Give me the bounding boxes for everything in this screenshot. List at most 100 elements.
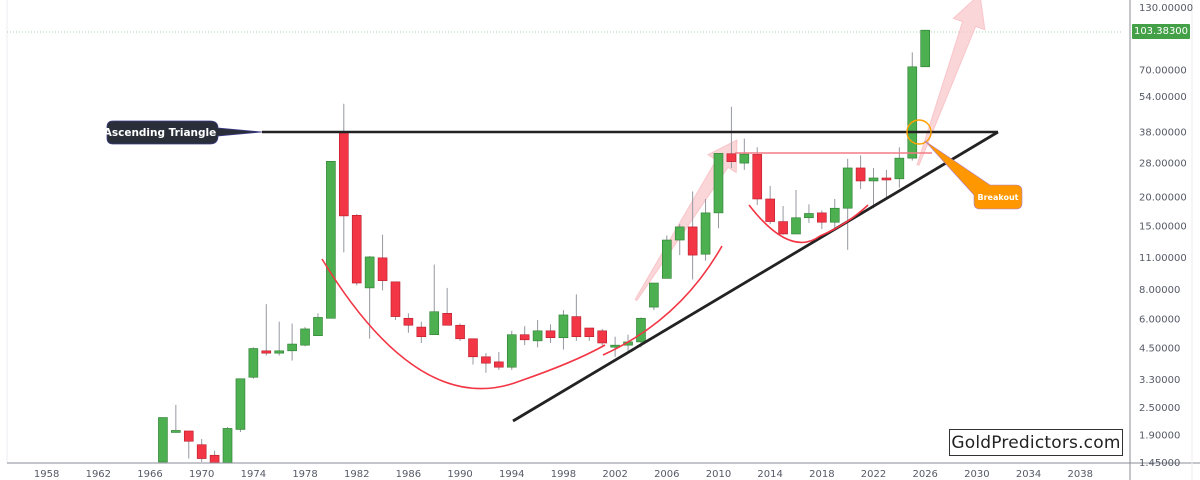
candle-1986 bbox=[403, 313, 414, 333]
x-tick-label: 2034 bbox=[1016, 469, 1041, 480]
candle-body bbox=[429, 311, 440, 336]
y-tick-label: 4.50000 bbox=[1139, 343, 1180, 354]
candle-body bbox=[300, 328, 310, 346]
candle-2001 bbox=[597, 328, 608, 346]
candle-2006 bbox=[661, 235, 672, 279]
candle-1992 bbox=[481, 353, 491, 373]
candle-body bbox=[687, 226, 698, 256]
y-tick-label: 3.30000 bbox=[1139, 375, 1180, 386]
candle-body bbox=[817, 212, 827, 223]
candle-1987 bbox=[416, 321, 427, 343]
x-tick-label: 2006 bbox=[654, 469, 679, 480]
candle-body bbox=[183, 430, 194, 442]
y-tick-label: 6.00000 bbox=[1139, 314, 1180, 325]
cup-curve-1 bbox=[321, 258, 606, 390]
candle-body bbox=[532, 330, 543, 342]
candle-2019 bbox=[829, 198, 840, 231]
candle-1978 bbox=[300, 327, 310, 347]
candle-1970 bbox=[196, 438, 207, 462]
candle-1985 bbox=[390, 281, 401, 320]
candle-1988 bbox=[429, 264, 440, 336]
candle-body bbox=[571, 316, 582, 338]
y-tick-label: 70.00000 bbox=[1139, 66, 1187, 77]
y-tick-label: 8.00000 bbox=[1139, 285, 1180, 296]
x-tick-label: 1982 bbox=[344, 469, 369, 480]
candle-1984 bbox=[377, 234, 388, 291]
candle-body bbox=[416, 326, 427, 338]
x-tick-label: 1974 bbox=[241, 469, 266, 480]
candle-body bbox=[597, 330, 608, 344]
candle-2012 bbox=[739, 138, 750, 170]
y-tick-label: 2.50000 bbox=[1139, 403, 1180, 414]
candle-1981 bbox=[338, 103, 349, 253]
candle-1994 bbox=[506, 330, 517, 370]
candle-body bbox=[765, 198, 775, 222]
candle-1967 bbox=[158, 417, 168, 463]
candle-body bbox=[791, 217, 801, 235]
x-tick-label: 2038 bbox=[1068, 469, 1093, 480]
y-tick-label: 54.00000 bbox=[1139, 92, 1187, 103]
x-tick-label: 2026 bbox=[912, 469, 937, 480]
candle-body bbox=[364, 256, 375, 289]
candle-body bbox=[287, 343, 297, 352]
cup-curve-2 bbox=[748, 204, 869, 244]
candle-body bbox=[248, 348, 259, 378]
candle-1972 bbox=[222, 426, 233, 464]
candle-body bbox=[778, 221, 788, 235]
candle-2014 bbox=[765, 185, 775, 225]
candle-2009 bbox=[700, 198, 711, 261]
y-tick-label: 1.45000 bbox=[1139, 458, 1180, 469]
candle-body bbox=[636, 317, 646, 343]
candle-1990 bbox=[455, 323, 465, 341]
candle-2025 bbox=[907, 52, 918, 161]
projection-arrows bbox=[634, 0, 986, 302]
candle-1996 bbox=[532, 319, 543, 348]
candle-2018 bbox=[817, 210, 827, 229]
candle-body bbox=[171, 430, 181, 433]
rally-arrow bbox=[634, 139, 738, 302]
candle-body bbox=[481, 356, 491, 364]
candle-body bbox=[455, 324, 465, 340]
candle-2017 bbox=[804, 204, 814, 223]
candle-body bbox=[196, 444, 207, 459]
x-tick-label: 1994 bbox=[499, 469, 524, 480]
candle-2010 bbox=[713, 153, 724, 229]
candle-body bbox=[584, 327, 595, 338]
candle-body bbox=[313, 317, 323, 337]
y-tick-label: 20.00000 bbox=[1139, 192, 1187, 203]
candle-2023 bbox=[881, 169, 892, 198]
y-tick-label: 11.00000 bbox=[1139, 253, 1187, 264]
candle-body bbox=[222, 428, 233, 464]
candle-1968 bbox=[171, 404, 181, 433]
x-tick-label: 2018 bbox=[809, 469, 834, 480]
x-tick-label: 2022 bbox=[861, 469, 886, 480]
breakout-callout: Breakout bbox=[924, 140, 1023, 210]
candle-body bbox=[700, 212, 711, 255]
x-tick-label: 1986 bbox=[396, 469, 421, 480]
candle-body bbox=[920, 29, 931, 68]
candle-body bbox=[209, 454, 220, 464]
candle-1979 bbox=[313, 313, 323, 337]
candle-2026 bbox=[920, 29, 931, 68]
candle-1995 bbox=[519, 326, 530, 346]
candle-body bbox=[726, 153, 737, 162]
overlays: Ascending Triangle Breakout bbox=[104, 119, 1023, 423]
callout-label: Breakout bbox=[978, 193, 1019, 202]
candle-body bbox=[506, 334, 517, 368]
x-tick-label: 2002 bbox=[602, 469, 627, 480]
candle-1991 bbox=[468, 338, 478, 365]
last-price-badge: 103.38300 bbox=[1132, 24, 1190, 39]
candle-2011 bbox=[726, 106, 737, 168]
y-tick-label: 28.00000 bbox=[1139, 158, 1187, 169]
y-tick-label: 1.90000 bbox=[1139, 431, 1180, 442]
candle-body bbox=[649, 282, 659, 308]
candle-body bbox=[442, 313, 452, 326]
candle-body bbox=[519, 334, 530, 341]
candle-1982 bbox=[351, 214, 362, 286]
projection-arrow bbox=[916, 0, 986, 166]
candle-body bbox=[558, 314, 569, 339]
candle-body bbox=[235, 378, 246, 430]
x-tick-label: 1958 bbox=[34, 469, 59, 480]
candle-body bbox=[494, 361, 504, 368]
